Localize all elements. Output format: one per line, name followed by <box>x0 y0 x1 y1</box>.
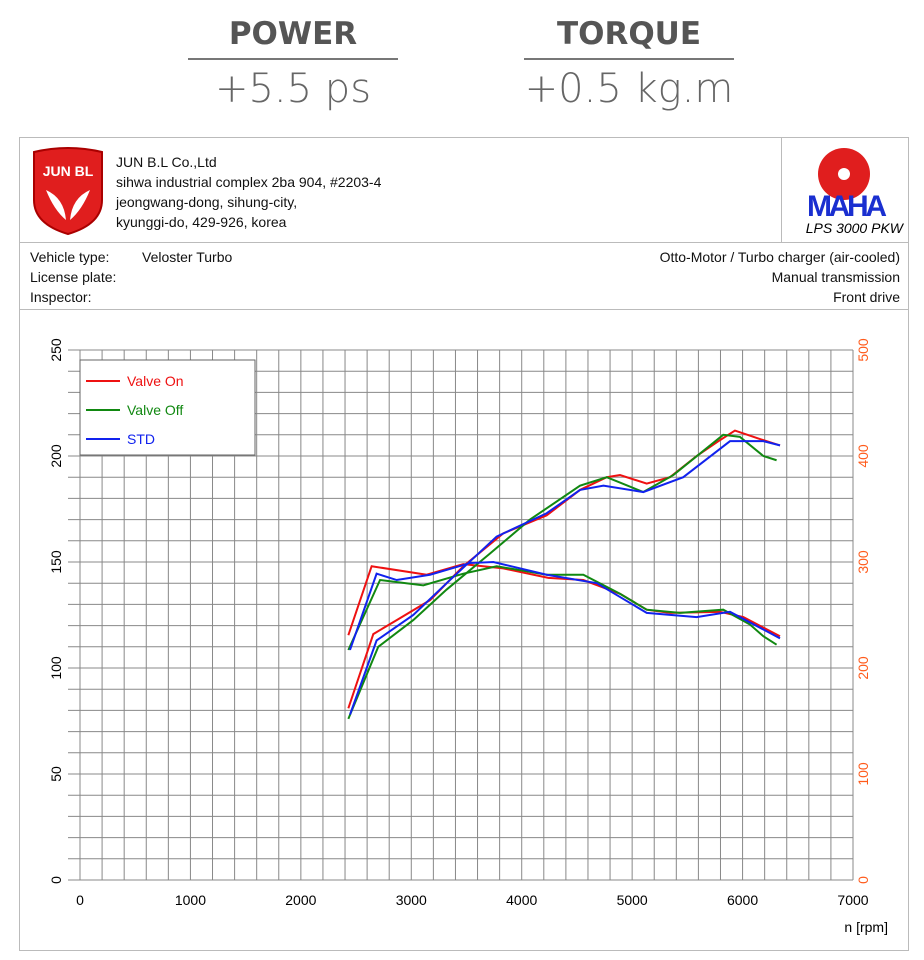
x-tick-label: 2000 <box>285 892 316 908</box>
y-right-tick-label: 100 <box>855 762 871 786</box>
y-right-tick-label: 400 <box>855 444 871 468</box>
x-tick-label: 3000 <box>396 892 427 908</box>
x-axis-label: n [rpm] <box>844 919 888 935</box>
y-left-tick-label: 100 <box>48 656 64 680</box>
drive-type: Front drive <box>833 289 900 305</box>
maha-section: MAHA LPS 3000 PKW <box>781 138 909 242</box>
legend-label: STD <box>127 431 155 447</box>
license-plate-label: License plate: <box>30 269 117 285</box>
y-left-tick-label: 50 <box>48 766 64 782</box>
x-tick-label: 5000 <box>617 892 648 908</box>
torque-label: TORQUE <box>524 16 734 60</box>
y-right-tick-label: 0 <box>855 876 871 884</box>
maha-logo: MAHA <box>807 148 887 218</box>
power-gain: +5.5 ps <box>214 66 372 112</box>
x-tick-label: 4000 <box>506 892 537 908</box>
y-right-tick-label: 500 <box>855 338 871 362</box>
svg-text:MAHA: MAHA <box>807 190 887 218</box>
power-curve-std <box>349 440 781 715</box>
y-left-tick-label: 250 <box>48 338 64 362</box>
power-header: POWER +5.5 ps <box>188 16 398 112</box>
y-right-tick-label: 300 <box>855 550 871 574</box>
torque-gain: +0.5 kg.m <box>524 66 734 112</box>
address-line: jeongwang-dong, sihung-city, <box>116 194 298 210</box>
address-line: kyunggi-do, 429-926, korea <box>116 214 287 230</box>
legend: Valve On Valve Off STD <box>79 359 256 456</box>
machine-model: LPS 3000 PKW <box>805 220 903 236</box>
torque-curve-valve-off <box>347 565 778 651</box>
report-header: JUN BL JUN B.L Co.,Ltd sihwa industrial … <box>20 138 908 243</box>
junbl-logo: JUN BL <box>33 147 103 236</box>
power-label: POWER <box>188 16 398 60</box>
torque-header: TORQUE +0.5 kg.m <box>524 16 734 112</box>
vehicle-info: Vehicle type: Veloster Turbo License pla… <box>20 243 908 310</box>
power-curve-valve-on <box>347 429 781 709</box>
vehicle-type-label: Vehicle type: <box>30 249 110 265</box>
x-tick-label: 0 <box>76 892 84 908</box>
svg-text:JUN BL: JUN BL <box>43 163 94 179</box>
engine-type: Otto-Motor / Turbo charger (air-cooled) <box>659 249 900 265</box>
x-tick-label: 1000 <box>175 892 206 908</box>
y-right-tick-label: 200 <box>855 656 871 680</box>
torque-curve-std <box>349 560 781 651</box>
power-curve-valve-off <box>347 433 777 720</box>
address-line: sihwa industrial complex 2ba 904, #2203-… <box>116 174 382 190</box>
y-left-tick-label: 0 <box>48 876 64 884</box>
x-tick-label: 7000 <box>837 892 868 908</box>
legend-label: Valve On <box>127 373 184 389</box>
inspector-label: Inspector: <box>30 289 92 305</box>
y-left-tick-label: 200 <box>48 444 64 468</box>
transmission: Manual transmission <box>771 269 900 285</box>
y-left-tick-label: 150 <box>48 550 64 574</box>
company-name: JUN B.L Co.,Ltd <box>116 154 217 170</box>
x-tick-label: 6000 <box>727 892 758 908</box>
company-address: JUN B.L Co.,Ltd sihwa industrial complex… <box>116 152 381 232</box>
vehicle-type-value: Veloster Turbo <box>142 249 233 265</box>
legend-label: Valve Off <box>127 402 183 418</box>
dyno-report: JUN BL JUN B.L Co.,Ltd sihwa industrial … <box>19 137 909 951</box>
